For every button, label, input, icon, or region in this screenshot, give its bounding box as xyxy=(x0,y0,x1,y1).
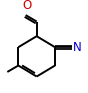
Text: N: N xyxy=(72,41,81,54)
Text: O: O xyxy=(22,0,31,12)
